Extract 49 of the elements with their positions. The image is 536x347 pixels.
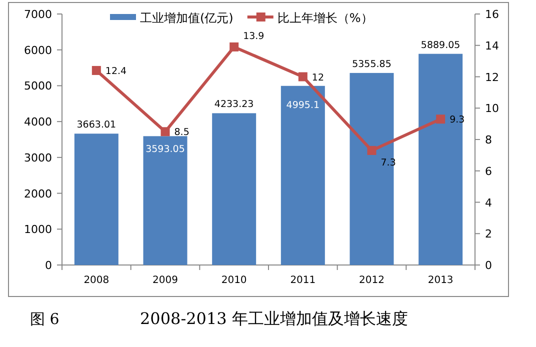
data-label: 5889.05	[420, 40, 460, 51]
point	[367, 146, 376, 155]
y-tick-label: 5000	[24, 80, 52, 93]
x-tick-label: 2011	[290, 275, 316, 286]
y2-tick-label: 8	[485, 134, 492, 146]
y2-tick-label: 16	[485, 8, 499, 21]
data-label: 13.9	[243, 30, 264, 42]
data-label: 4995.1	[286, 100, 320, 111]
data-label: 4233.23	[214, 99, 254, 110]
data-label: 12.4	[105, 66, 127, 78]
y2-tick-label: 12	[485, 70, 499, 84]
point	[230, 42, 239, 52]
y2-tick-label: 6	[485, 164, 492, 178]
bar	[143, 136, 188, 265]
y-tick-label: 4000	[24, 116, 52, 129]
x-tick-label: 2012	[359, 275, 384, 286]
y-tick-label: 0	[45, 259, 52, 272]
y2-tick-label: 4	[485, 196, 492, 210]
y-tick-label: 7000	[24, 8, 52, 21]
legend-label: 工业增加值(亿元)	[140, 11, 234, 25]
data-label: 8.5	[174, 127, 190, 138]
y2-tick-label: 14	[485, 39, 499, 52]
data-label: 3663.01	[76, 120, 116, 131]
y2-tick-label: 10	[485, 102, 499, 116]
bar	[280, 86, 325, 265]
y2-tick-label: 0	[485, 259, 492, 272]
point	[436, 114, 446, 124]
bar	[74, 134, 118, 265]
x-tick-label: 2010	[221, 275, 247, 286]
legend-label: 比上年增长（%）	[277, 11, 373, 25]
y-tick-label: 3000	[24, 151, 52, 164]
bar	[418, 54, 463, 265]
bar	[212, 113, 256, 265]
y-tick-label: 1000	[24, 223, 52, 236]
bar	[350, 72, 394, 265]
y-tick-label: 2000	[24, 187, 52, 200]
y-tick-label: 6000	[24, 44, 52, 57]
point	[92, 66, 101, 75]
x-tick-label: 2009	[152, 275, 178, 286]
point	[160, 127, 170, 136]
x-tick-label: 2013	[428, 275, 454, 286]
data-label: 12	[312, 72, 324, 84]
x-tick-label: 2008	[84, 275, 110, 286]
data-label: 5355.85	[352, 58, 392, 70]
caption: 图 6	[30, 310, 60, 328]
text: 2008-2013 年工业增加值及增长速度	[140, 309, 408, 328]
y2-tick-label: 2	[485, 228, 492, 241]
data-label: 3593.05	[146, 144, 185, 156]
point	[298, 72, 308, 82]
